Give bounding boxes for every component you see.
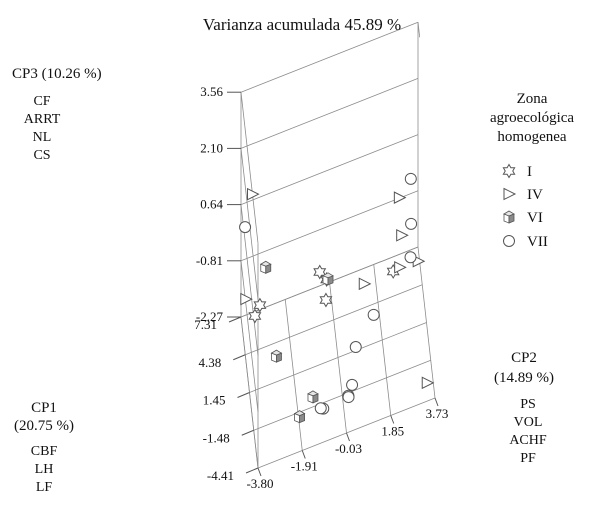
cp2-tick-mark xyxy=(434,397,439,407)
cp2-tick-mark xyxy=(257,467,262,477)
cp1-tick-label: 1.45 xyxy=(203,393,226,408)
cp2-variance-label: (14.89 %) xyxy=(494,370,554,386)
data-point-zone-I xyxy=(253,297,267,313)
data-point-zone-VII xyxy=(404,172,417,185)
data-point-zone-IV xyxy=(421,376,435,390)
cp1-tick-label: 7.31 xyxy=(194,317,217,332)
cp1-tick-mark xyxy=(228,316,242,323)
back-wall-gridline xyxy=(240,190,419,262)
legend-marker-IV xyxy=(503,187,517,201)
data-point-zone-IV xyxy=(394,261,407,274)
data-point-zone-VII xyxy=(314,402,327,415)
cp3-tick-label: 0.64 xyxy=(200,197,223,212)
data-point-zone-VII xyxy=(349,341,362,354)
cp1-variance-label: (20.75 %) xyxy=(14,418,74,434)
data-point-zone-VII xyxy=(342,391,355,404)
legend-label-VI: VI xyxy=(527,210,543,226)
top-edge xyxy=(417,22,421,38)
cp1-tick-mark xyxy=(241,429,254,436)
cp2-variable-3: ACHF xyxy=(509,433,547,448)
cp1-variable-3: LF xyxy=(36,480,53,495)
cp2-tick-mark xyxy=(390,415,395,424)
data-point-zone-VII xyxy=(239,221,252,234)
cp1-axis-label: CP1 xyxy=(31,400,57,416)
cp2-tick-label: -1.91 xyxy=(291,459,318,474)
cp2-variable-2: VOL xyxy=(514,415,543,430)
legend-label-VII: VII xyxy=(527,234,548,250)
legend-title-line-2: agroecológica xyxy=(490,110,574,126)
grid-layer xyxy=(240,21,436,469)
back-wall-gridline xyxy=(240,78,419,149)
cp3-variable-1: CF xyxy=(33,94,50,109)
data-point-zone-VI xyxy=(270,349,283,363)
data-point-zone-VII xyxy=(404,251,417,264)
floor-gridline xyxy=(417,246,436,399)
data-point-zone-VI xyxy=(293,410,306,424)
cp2-variable-4: PF xyxy=(520,451,536,466)
data-point-zone-VI xyxy=(307,390,319,404)
data-point-zone-VII xyxy=(367,308,380,321)
cp1-tick-label: 4.38 xyxy=(199,355,222,370)
floor-gridline xyxy=(284,299,303,451)
cp2-tick-label: 3.73 xyxy=(426,406,449,421)
cp2-axis-label: CP2 xyxy=(511,350,537,366)
left-wall-gridline xyxy=(240,92,259,244)
legend-label-I: I xyxy=(527,164,532,180)
data-point-zone-VII xyxy=(346,378,359,391)
cp2-variable-1: PS xyxy=(520,397,536,412)
cp3-variable-2: ARRT xyxy=(24,112,61,127)
cp3-variable-4: CS xyxy=(33,148,50,163)
data-point-zone-VII xyxy=(405,217,418,230)
legend-title-line-1: Zona xyxy=(517,91,548,107)
floor-gridline xyxy=(373,264,392,416)
data-point-zone-IV xyxy=(393,191,407,204)
data-point-zone-VI xyxy=(322,272,334,286)
cp1-variable-2: LH xyxy=(35,462,54,477)
cp1-tick-label: -1.48 xyxy=(203,430,230,445)
chart-title: Varianza acumulada 45.89 % xyxy=(203,15,401,34)
cp3-tick-label: 3.56 xyxy=(200,84,223,99)
cp1-tick-mark xyxy=(245,467,259,474)
legend-title-line-3: homogenea xyxy=(497,129,566,145)
cp3-axis-label: CP3 (10.26 %) xyxy=(12,66,102,82)
cp1-tick-label: -4.41 xyxy=(207,468,234,483)
cp3-tick-label: 2.10 xyxy=(200,140,223,155)
cp2-tick-label: -0.03 xyxy=(335,441,362,456)
cp3-tick-label: -2.27 xyxy=(196,309,224,324)
cp1-tick-mark xyxy=(237,392,250,398)
back-wall-gridline xyxy=(240,134,419,205)
data-point-zone-IV xyxy=(240,292,253,306)
tick-layer: 3.56 2.10 0.64 -0.81 -2.277.31 4.38 1.45 -1.48 -… xyxy=(194,84,448,491)
legend-label-IV: IV xyxy=(527,187,543,203)
left-wall-gridline xyxy=(240,260,259,412)
data-point-zone-VI xyxy=(259,260,272,274)
cp2-tick-label: 1.85 xyxy=(381,424,404,439)
data-point-zone-I xyxy=(319,292,333,308)
cp2-tick-label: -3.80 xyxy=(246,476,273,491)
data-point-zone-IV xyxy=(247,187,260,201)
legend-marker-VI xyxy=(503,210,515,224)
cp1-tick-mark xyxy=(233,354,246,361)
point-layer xyxy=(239,172,435,424)
legend-marker-VII xyxy=(503,235,515,247)
cp3-variable-3: NL xyxy=(33,130,52,145)
cp2-tick-mark xyxy=(346,432,350,442)
data-point-zone-I xyxy=(313,264,327,280)
back-wall-gridline xyxy=(240,21,419,93)
legend-marker-I xyxy=(502,163,516,179)
cp1-variable-1: CBF xyxy=(31,444,58,459)
floor-gridline xyxy=(329,281,347,434)
data-point-zone-I xyxy=(248,308,262,324)
legend-marker-layer xyxy=(502,163,517,247)
data-point-zone-IV xyxy=(396,228,409,242)
cp3-tick-label: -0.81 xyxy=(196,253,223,268)
cp2-tick-mark xyxy=(301,450,306,459)
data-point-zone-IV xyxy=(358,277,372,291)
